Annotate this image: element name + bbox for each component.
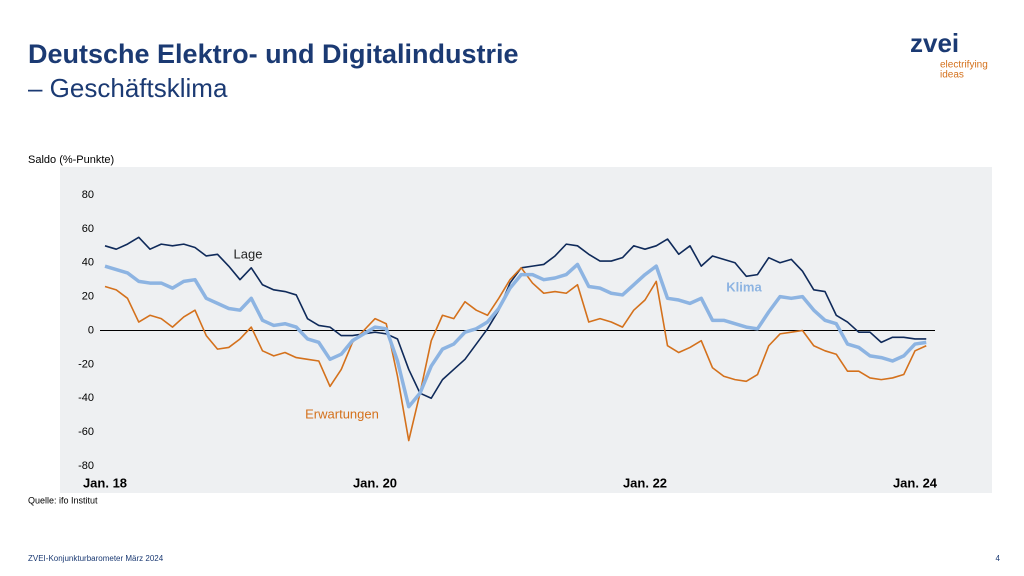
line-series: [104, 236, 927, 400]
series-label: Erwartungen: [305, 406, 379, 421]
series-label: Lage: [234, 246, 263, 261]
line-series: [104, 267, 927, 442]
x-tick-label: Jan. 22: [623, 475, 667, 490]
line-series: [104, 262, 927, 409]
y-tick-label: -80: [78, 460, 94, 472]
y-tick-label: -40: [78, 392, 94, 404]
y-tick-label: 0: [88, 324, 94, 336]
y-tick-label: -60: [78, 426, 94, 438]
y-tick-label: 60: [82, 223, 94, 235]
x-tick-label: Jan. 18: [83, 475, 127, 490]
page-number: 4: [996, 554, 1001, 563]
subtitle: – Geschäftsklima: [28, 73, 228, 103]
logo-tagline: electrifying: [940, 60, 988, 71]
logo-name: zvei: [910, 28, 959, 58]
y-tick-label: 40: [82, 257, 94, 269]
y-tick-label: -20: [78, 358, 94, 370]
logo-tagline: ideas: [940, 70, 964, 81]
y-tick-label: 20: [82, 291, 94, 303]
plot: -80 -60 -40 -20 0 20 40 60 80 Jan. 18 Jan. 20 Jan. …: [78, 189, 938, 491]
source: Quelle: ifo Institut: [28, 495, 98, 505]
footer: ZVEI-Konjunkturbarometer März 2024: [28, 554, 164, 563]
series-label: Klima: [726, 279, 762, 294]
y-axis-label: Saldo (%-Punkte): [28, 154, 114, 166]
x-tick-label: Jan. 20: [353, 475, 397, 490]
title: Deutsche Elektro- und Digitalindustrie: [28, 39, 519, 69]
y-tick-label: 80: [82, 189, 94, 201]
x-tick-label: Jan. 24: [893, 475, 938, 490]
